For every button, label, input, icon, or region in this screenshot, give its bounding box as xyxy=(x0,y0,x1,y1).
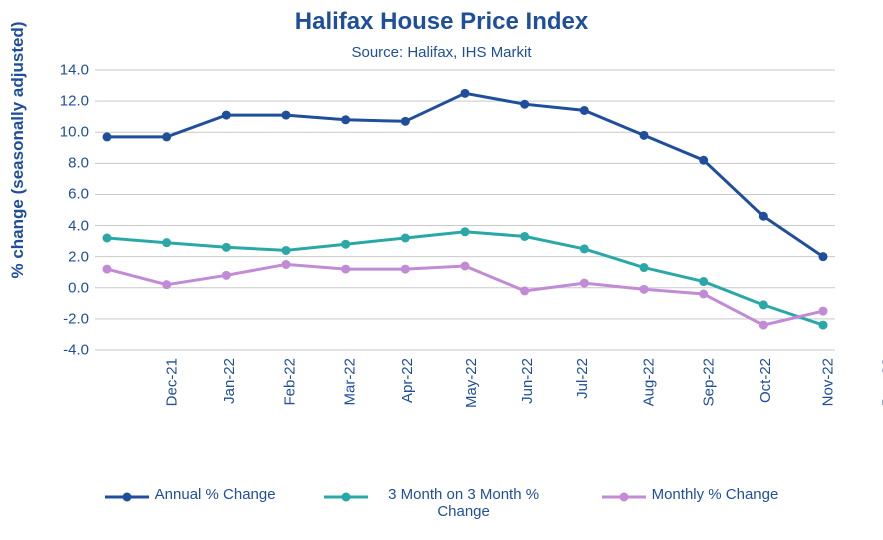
chart-title: Halifax House Price Index xyxy=(0,8,883,36)
series-marker xyxy=(282,246,291,255)
series-marker xyxy=(341,115,350,124)
x-tick-label: Apr-22 xyxy=(399,358,416,403)
series-line xyxy=(107,264,823,325)
series-marker xyxy=(580,106,589,115)
x-tick-label: Oct-22 xyxy=(757,358,774,403)
legend-swatch xyxy=(324,488,368,506)
legend-swatch xyxy=(105,488,149,506)
x-tick-label: Sep-22 xyxy=(700,358,717,406)
x-tick-label: Jan-22 xyxy=(221,358,238,404)
y-tick-label: 2.0 xyxy=(68,248,89,265)
series-marker xyxy=(819,252,828,261)
series-marker xyxy=(759,321,768,330)
x-tick-label: Aug-22 xyxy=(641,358,658,406)
x-tick-label: Jul-22 xyxy=(574,358,591,399)
series-marker xyxy=(222,271,231,280)
y-tick-label: -2.0 xyxy=(63,310,89,327)
x-tick-label: Dec-21 xyxy=(163,358,180,406)
x-tick-label: Jun-22 xyxy=(519,358,536,404)
series-marker xyxy=(520,232,529,241)
legend-item: Monthly % Change xyxy=(602,486,779,520)
legend-item: 3 Month on 3 Month % Change xyxy=(324,486,554,520)
chart-container: Halifax House Price Index Source: Halifa… xyxy=(0,0,883,540)
series-marker xyxy=(819,307,828,316)
series-marker xyxy=(461,262,470,271)
series-marker xyxy=(759,212,768,221)
series-marker xyxy=(282,111,291,120)
series-marker xyxy=(699,277,708,286)
series-marker xyxy=(222,243,231,252)
x-tick-label: Dec-22 xyxy=(879,358,883,406)
series-marker xyxy=(103,234,112,243)
series-marker xyxy=(819,321,828,330)
series-marker xyxy=(580,244,589,253)
series-marker xyxy=(580,279,589,288)
y-tick-label: 10.0 xyxy=(60,124,89,141)
series-marker xyxy=(282,260,291,269)
series-marker xyxy=(520,286,529,295)
y-tick-label: 14.0 xyxy=(60,62,89,79)
legend-swatch xyxy=(602,488,646,506)
series-marker xyxy=(461,89,470,98)
series-marker xyxy=(520,100,529,109)
chart-subtitle: Source: Halifax, IHS Markit xyxy=(0,44,883,61)
series-marker xyxy=(103,265,112,274)
x-tick-label: May-22 xyxy=(463,358,480,408)
series-marker xyxy=(640,285,649,294)
legend-label: Annual % Change xyxy=(155,486,276,503)
legend-item: Annual % Change xyxy=(105,486,276,520)
series-marker xyxy=(401,265,410,274)
series-marker xyxy=(103,132,112,141)
series-marker xyxy=(401,117,410,126)
series-marker xyxy=(162,238,171,247)
legend-label: 3 Month on 3 Month % Change xyxy=(374,486,554,520)
series-marker xyxy=(162,280,171,289)
y-tick-label: 0.0 xyxy=(68,279,89,296)
series-marker xyxy=(162,132,171,141)
y-axis-title: % change (seasonally adjusted) xyxy=(8,0,28,380)
y-tick-label: -4.0 xyxy=(63,342,89,359)
y-tick-label: 4.0 xyxy=(68,217,89,234)
series-marker xyxy=(640,131,649,140)
series-marker xyxy=(341,240,350,249)
series-marker xyxy=(401,234,410,243)
series-marker xyxy=(341,265,350,274)
legend: Annual % Change 3 Month on 3 Month % Chan… xyxy=(0,486,883,520)
series-marker xyxy=(759,300,768,309)
series-marker xyxy=(699,156,708,165)
plot-svg xyxy=(95,70,835,350)
x-tick-label: Nov-22 xyxy=(820,358,837,406)
series-marker xyxy=(461,227,470,236)
x-tick-label: Feb-22 xyxy=(282,358,299,406)
legend-label: Monthly % Change xyxy=(652,486,779,503)
series-marker xyxy=(699,290,708,299)
series-marker xyxy=(640,263,649,272)
y-tick-label: 8.0 xyxy=(68,155,89,172)
plot-area: -4.0-2.00.02.04.06.08.010.012.014.0Dec-2… xyxy=(95,70,835,350)
x-tick-label: Mar-22 xyxy=(342,358,359,406)
y-tick-label: 12.0 xyxy=(60,93,89,110)
series-marker xyxy=(222,111,231,120)
y-tick-label: 6.0 xyxy=(68,186,89,203)
